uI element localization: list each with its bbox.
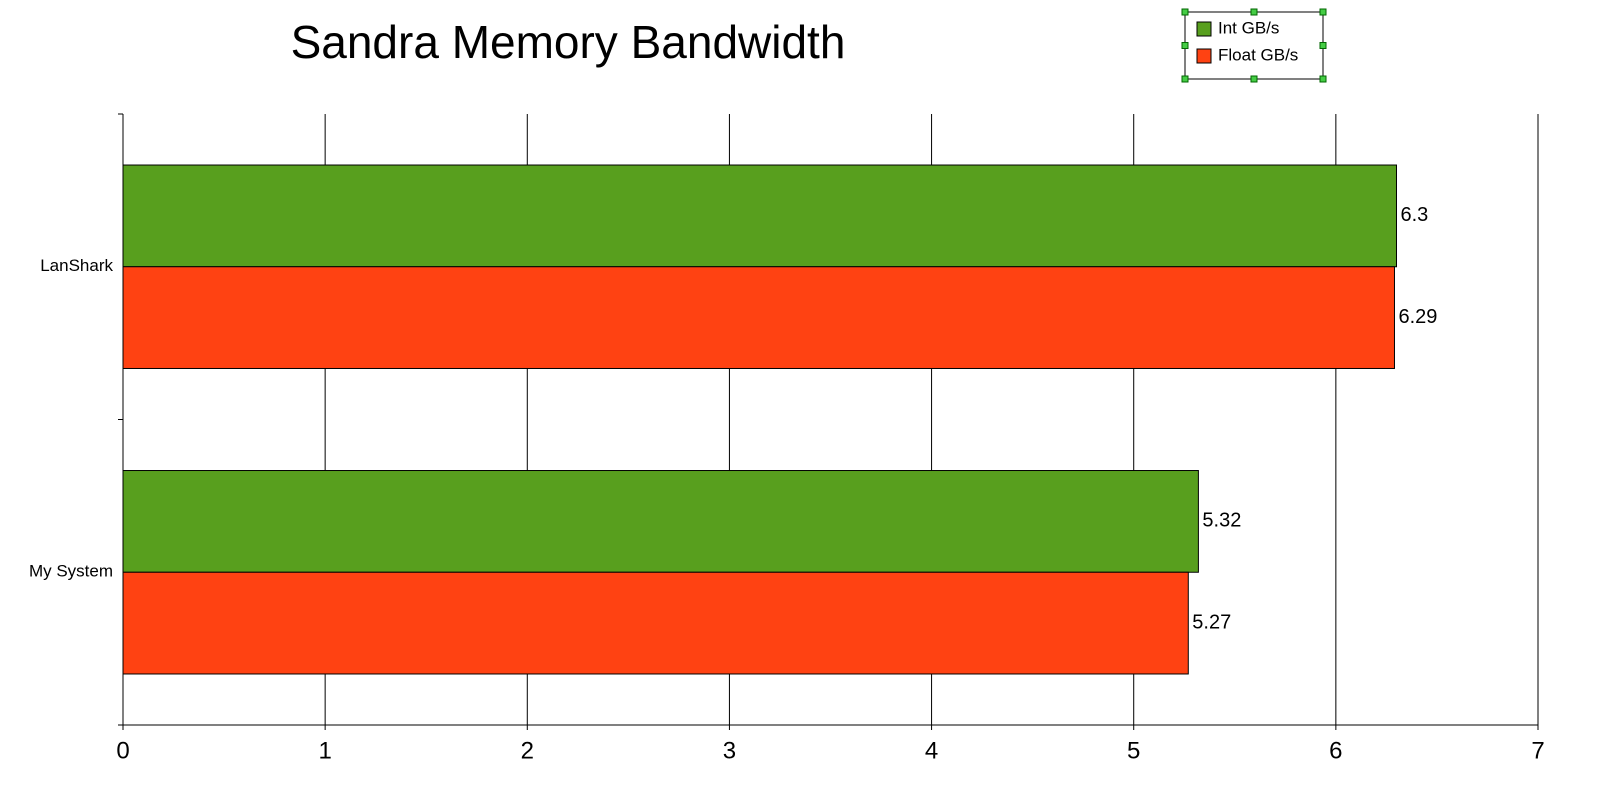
value-label: 6.29: [1398, 306, 1437, 328]
selection-handle: [1181, 75, 1189, 83]
value-label: 6.3: [1401, 204, 1429, 226]
bar: [122, 571, 1189, 675]
x-tick-label: 4: [925, 737, 938, 764]
value-label: 5.27: [1192, 611, 1231, 633]
x-tick-label: 5: [1127, 737, 1140, 764]
value-label: 5.32: [1202, 510, 1241, 532]
x-tick-label: 0: [116, 737, 129, 764]
legend-swatch: [1196, 48, 1212, 64]
x-tick-label: 7: [1531, 737, 1544, 764]
selection-handle: [1250, 8, 1258, 16]
bar: [122, 164, 1397, 268]
selection-handle: [1319, 42, 1327, 49]
bar: [122, 266, 1395, 369]
selection-handle: [1319, 75, 1327, 83]
selection-handle: [1181, 8, 1189, 16]
y-tick-label: My System: [29, 562, 113, 581]
x-tick-label: 3: [723, 737, 736, 764]
legend-label: Float GB/s: [1218, 45, 1298, 64]
selection-handle: [1319, 8, 1327, 16]
y-tick-label: LanShark: [40, 256, 113, 275]
x-tick-label: 1: [318, 737, 331, 764]
selection-handle: [1181, 42, 1189, 49]
bar: [122, 470, 1199, 573]
legend-label: Int GB/s: [1218, 18, 1279, 37]
legend-swatch: [1196, 21, 1212, 37]
selection-handle: [1250, 75, 1258, 83]
chart-title: Sandra Memory Bandwidth: [291, 16, 846, 68]
x-tick-label: 6: [1329, 737, 1342, 764]
x-tick-label: 2: [521, 737, 534, 764]
